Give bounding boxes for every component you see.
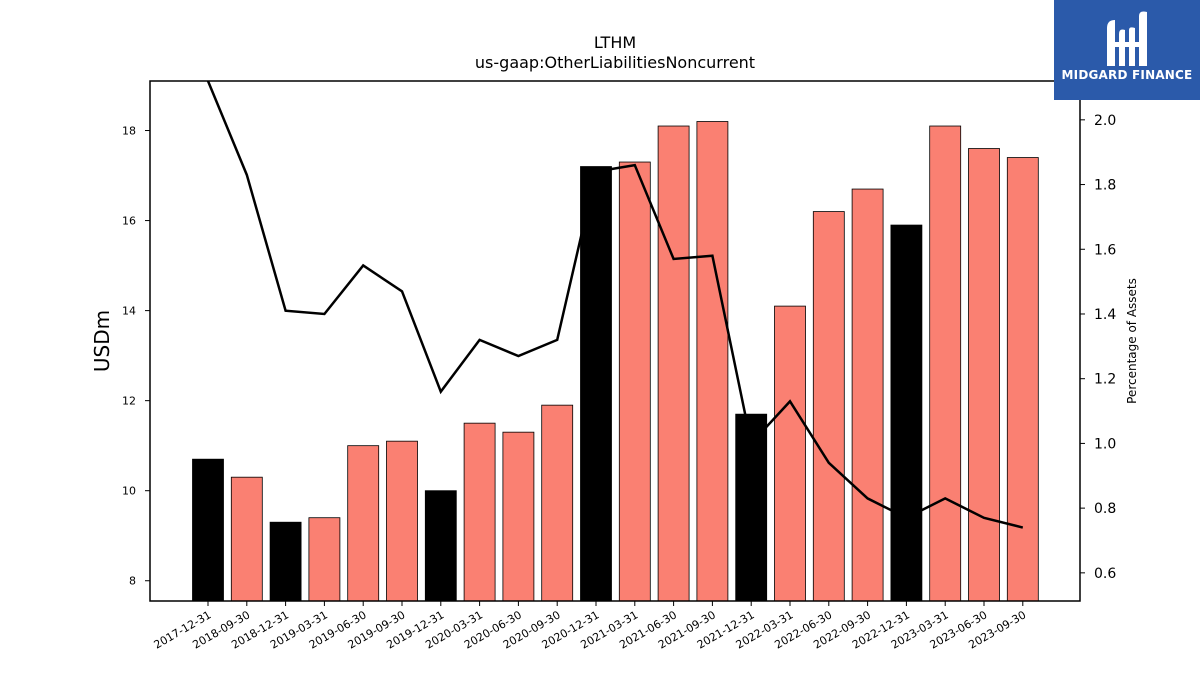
bar-2023-06-30 <box>968 148 1000 602</box>
brand-logo: MIDGARD FINANCE <box>1054 0 1200 100</box>
right-axis-ticks: 0.6 0.8 1.0 1.2 1.4 1.6 1.8 2.0 <box>1080 113 1116 582</box>
bar-2021-12-31 <box>735 413 768 602</box>
y-tick-label: 16 <box>122 215 136 228</box>
bar-2022-03-31 <box>774 305 806 602</box>
bars-layer <box>192 121 1039 602</box>
bar-2020-09-30 <box>541 404 574 602</box>
y2-tick-label: 0.8 <box>1094 501 1116 517</box>
percentage-of-assets-line <box>206 81 1024 529</box>
chart-title: LTHM <box>594 33 636 52</box>
left-axis-ticks: 8 10 12 14 16 18 <box>122 125 150 588</box>
y-tick-label: 8 <box>129 575 136 588</box>
bar-2021-03-31 <box>618 161 651 602</box>
bar-2023-09-30 <box>1006 157 1039 602</box>
bar-2019-03-31 <box>308 517 341 602</box>
chart-subtitle: us-gaap:OtherLiabilitiesNoncurrent <box>475 53 755 72</box>
y-tick-label: 10 <box>122 485 136 498</box>
bar-2020-12-31 <box>580 166 612 602</box>
bar-2022-12-31 <box>890 224 923 602</box>
y-axis-label: USDm <box>90 310 114 372</box>
bar-2021-06-30 <box>657 125 690 602</box>
bar-2023-03-31 <box>929 125 962 602</box>
bar-2019-12-31 <box>424 490 457 602</box>
bar-2018-09-30 <box>230 476 263 602</box>
logo-mark-icon <box>1107 11 1147 66</box>
bar-2021-09-30 <box>696 121 729 602</box>
line-layer <box>206 81 1024 529</box>
y-tick-label: 14 <box>122 305 136 318</box>
y2-tick-label: 1.0 <box>1094 436 1116 452</box>
y2-tick-label: 2.0 <box>1094 113 1116 129</box>
y-tick-label: 12 <box>122 395 136 408</box>
y2-axis-label: Percentage of Assets <box>1125 278 1139 404</box>
bar-2019-06-30 <box>347 445 380 602</box>
logo-text: MIDGARD FINANCE <box>1061 68 1193 82</box>
y2-tick-label: 1.6 <box>1094 242 1116 258</box>
bar-2018-12-31 <box>269 521 302 602</box>
bar-2017-12-31 <box>192 458 224 602</box>
bar-2020-06-30 <box>502 431 535 602</box>
y2-tick-label: 1.2 <box>1094 372 1116 388</box>
x-axis-ticks: 2017-12-312018-09-302018-12-312019-03-31… <box>152 601 1028 652</box>
y2-tick-label: 1.4 <box>1094 307 1116 323</box>
y2-tick-label: 1.8 <box>1094 178 1116 194</box>
plot-frame <box>149 80 1081 602</box>
y-tick-label: 18 <box>122 125 136 138</box>
bar-2022-09-30 <box>851 188 884 602</box>
bar-2020-03-31 <box>463 422 496 602</box>
y2-tick-label: 0.6 <box>1094 566 1116 582</box>
bar-2019-09-30 <box>386 440 418 602</box>
bar-2022-06-30 <box>812 211 845 602</box>
